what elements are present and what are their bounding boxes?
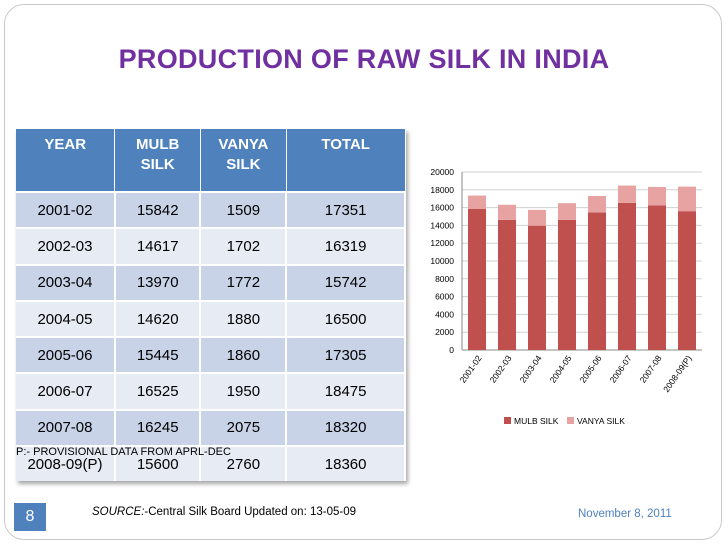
cell-vanya-silk: 1950 xyxy=(200,372,288,410)
legend-mulb-label: MULB SILK xyxy=(514,416,559,426)
bar-vanya-silk xyxy=(588,195,606,213)
cell-total: 16319 xyxy=(286,227,406,265)
bar-vanya-silk xyxy=(528,209,546,226)
table-header-row: YEAR MULB SILK VANYA SILK TOTAL xyxy=(16,129,406,192)
cell-year: 2005-06 xyxy=(16,336,116,374)
y-tick-label: 2000 xyxy=(435,327,454,337)
cell-mulb-silk: 14620 xyxy=(114,299,202,338)
header-total: TOTAL xyxy=(286,129,406,192)
legend-mulb-swatch xyxy=(504,417,511,424)
y-tick-label: 0 xyxy=(449,345,454,355)
header-vanya-silk: VANYA SILK xyxy=(200,129,287,192)
cell-mulb-silk: 13970 xyxy=(114,263,202,301)
table-row: 2002-03 14617 1702 16319 xyxy=(16,227,406,265)
x-tick-label: 2004-05 xyxy=(548,353,574,385)
y-tick-label: 4000 xyxy=(435,309,454,319)
cell-mulb-silk: 15842 xyxy=(114,190,202,229)
cell-vanya-silk: 1880 xyxy=(200,299,288,338)
cell-year: 2004-05 xyxy=(16,299,116,338)
y-tick-label: 6000 xyxy=(435,292,454,302)
slide-title: PRODUCTION OF RAW SILK IN INDIA xyxy=(118,44,610,74)
table-row: 2006-07 16525 1950 18475 xyxy=(16,372,406,410)
x-tick-label: 2005-06 xyxy=(578,353,604,385)
bar-mulb-silk xyxy=(648,205,666,350)
cell-mulb-silk: 15600 xyxy=(114,445,202,482)
y-tick-label: 20000 xyxy=(430,167,454,177)
slide-number: 8 xyxy=(14,503,46,531)
cell-year: 2008-09(P) xyxy=(16,445,116,482)
cell-year: 2002-03 xyxy=(16,227,116,265)
cell-vanya-silk: 1860 xyxy=(200,336,288,374)
bar-vanya-silk xyxy=(678,186,696,212)
table-row: 2005-06 15445 1860 17305 xyxy=(16,336,406,374)
y-tick-label: 16000 xyxy=(430,203,454,213)
y-tick-label: 8000 xyxy=(435,274,454,284)
slide-date: November 8, 2011 xyxy=(578,508,672,520)
x-tick-label: 2008-09(P) xyxy=(661,353,694,394)
silk-production-table: YEAR MULB SILK VANYA SILK TOTAL 2001-02 158… xyxy=(16,129,406,482)
header-mulb-silk: MULB SILK xyxy=(114,129,201,192)
bar-mulb-silk xyxy=(588,212,606,350)
cell-vanya-silk: 1702 xyxy=(200,227,288,265)
x-tick-label: 2006-07 xyxy=(608,353,634,385)
cell-mulb-silk: 16245 xyxy=(114,408,202,447)
cell-vanya-silk: 1772 xyxy=(200,263,288,301)
bar-vanya-silk xyxy=(648,186,666,206)
bar-mulb-silk xyxy=(468,209,486,350)
cell-year: 2006-07 xyxy=(16,372,116,410)
x-tick-label: 2007-08 xyxy=(638,353,664,385)
cell-total: 16500 xyxy=(286,299,406,338)
header-year: YEAR xyxy=(16,129,116,192)
cell-mulb-silk: 14617 xyxy=(114,227,202,265)
cell-year: 2003-04 xyxy=(16,263,116,301)
source-line: SOURCE:-Central Silk Board Updated on: 1… xyxy=(92,506,356,518)
x-tick-label: 2001-02 xyxy=(458,353,484,385)
bar-mulb-silk xyxy=(528,225,546,350)
source-text: -Central Silk Board Updated on: 13-05-09 xyxy=(144,506,356,518)
table-row: 2001-02 15842 1509 17351 xyxy=(16,190,406,229)
y-tick-label: 10000 xyxy=(430,256,454,266)
x-tick-label: 2003-04 xyxy=(518,353,544,385)
cell-total: 18475 xyxy=(286,372,406,410)
legend-vanya-label: VANYA SILK xyxy=(577,416,625,426)
legend-vanya-swatch xyxy=(567,417,574,424)
cell-mulb-silk: 16525 xyxy=(114,372,202,410)
bar-vanya-silk xyxy=(618,185,636,203)
source-label: SOURCE: xyxy=(92,506,145,518)
bar-mulb-silk xyxy=(678,211,696,350)
table-row: 2004-05 14620 1880 16500 xyxy=(16,299,406,338)
x-tick-label: 2002-03 xyxy=(488,353,514,385)
cell-vanya-silk: 2760 xyxy=(200,445,288,482)
cell-vanya-silk: 1509 xyxy=(200,190,288,229)
raw-silk-stacked-bar-chart: 0 2000 4000 6000 8000 10000 12000 14000 16000 180… xyxy=(430,167,702,426)
bar-vanya-silk xyxy=(468,195,486,210)
table-row: 2007-08 16245 2075 18320 xyxy=(16,408,406,447)
table-row: 2003-04 13970 1772 15742 xyxy=(16,263,406,301)
y-tick-label: 18000 xyxy=(430,185,454,195)
y-tick-label: 12000 xyxy=(430,238,454,248)
bar-mulb-silk xyxy=(618,202,636,350)
cell-year: 2007-08 xyxy=(16,408,116,447)
cell-year: 2001-02 xyxy=(16,190,116,229)
bar-mulb-silk xyxy=(498,219,516,350)
cell-vanya-silk: 2075 xyxy=(200,408,288,447)
provisional-note: P:- PROVISIONAL DATA FROM APRL-DEC xyxy=(16,446,231,458)
bar-vanya-silk xyxy=(498,204,516,220)
cell-total: 18360 xyxy=(286,445,406,482)
cell-total: 17305 xyxy=(286,336,406,374)
bar-mulb-silk xyxy=(558,219,576,350)
bar-vanya-silk xyxy=(558,203,576,220)
cell-total: 15742 xyxy=(286,263,406,301)
cell-mulb-silk: 15445 xyxy=(114,336,202,374)
cell-total: 17351 xyxy=(286,190,406,229)
table-row: 2008-09(P) 15600 2760 18360 xyxy=(16,445,406,482)
y-tick-label: 14000 xyxy=(430,220,454,230)
cell-total: 18320 xyxy=(286,408,406,447)
